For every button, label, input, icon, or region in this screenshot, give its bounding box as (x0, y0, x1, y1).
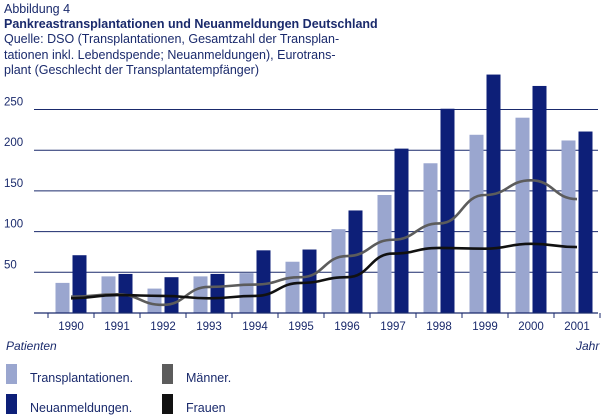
bar-neuanmeldungen (440, 108, 455, 313)
bar-neuanmeldungen (394, 148, 409, 313)
y-tick-label: 150 (4, 178, 23, 190)
x-tick-label: 1996 (334, 321, 360, 333)
x-tick-label: 2000 (518, 321, 544, 333)
legend-label-frauen: Frauen (186, 401, 226, 415)
x-tick-label: 1990 (58, 321, 84, 333)
figure-label: Abbildung 4 (4, 2, 71, 16)
y-tick-label: 250 (4, 97, 23, 109)
chart-header: Abbildung 4 Pankreastransplantationen un… (4, 2, 604, 79)
source-line-3: plant (Geschlecht der Transplantatempfän… (4, 63, 259, 77)
bar-transplantationen (55, 282, 70, 313)
bar-neuanmeldungen (210, 273, 225, 313)
legend-label-neuanmeldungen: Neuanmeldungen. (30, 401, 133, 415)
bar-transplantationen (515, 117, 530, 313)
legend-swatch-maenner (162, 364, 173, 384)
line-frauen (70, 242, 578, 300)
x-tick-label: 1994 (242, 321, 268, 333)
x-tick-label: 1992 (150, 321, 176, 333)
x-tick-label: 1997 (380, 321, 406, 333)
bar-transplantationen (561, 140, 576, 313)
bar-neuanmeldungen (118, 273, 133, 313)
bar-transplantationen (331, 229, 346, 313)
x-tick-label: 1993 (196, 321, 222, 333)
bar-transplantationen (423, 163, 438, 313)
bar-transplantationen (285, 261, 300, 313)
x-tick-label: 1998 (426, 321, 452, 333)
bar-neuanmeldungen (256, 250, 271, 313)
bar-transplantationen (239, 273, 254, 313)
chart-title: Pankreastransplantationen und Neuanmeldu… (4, 17, 378, 31)
bar-neuanmeldungen (532, 85, 547, 313)
x-tick-label: 1999 (472, 321, 498, 333)
y-tick-label: 50 (4, 259, 17, 271)
bar-transplantationen (469, 134, 484, 313)
bar-neuanmeldungen (348, 210, 363, 313)
legend: Transplantationen. Neuanmeldungen. Männe… (4, 358, 324, 418)
legend-swatch-transplantationen (6, 364, 17, 384)
y-tick-label: 100 (4, 219, 23, 231)
x-axis-label: Jahr (575, 339, 600, 353)
legend-label-maenner: Männer. (186, 371, 232, 385)
bar-neuanmeldungen (578, 131, 593, 313)
x-tick-label: 1995 (288, 321, 314, 333)
y-tick-label: 200 (4, 137, 23, 149)
line-maenner (70, 179, 578, 307)
bar-transplantationen (147, 288, 162, 313)
legend-label-transplantationen: Transplantationen. (30, 371, 134, 385)
bar-transplantationen (193, 276, 208, 313)
source-line-1: Quelle: DSO (Transplantationen, Gesamtza… (4, 32, 340, 46)
legend-swatch-neuanmeldungen (6, 394, 17, 414)
y-axis-label: Patienten (6, 339, 57, 353)
source-line-2: tationen inkl. Lebendspende; Neuanmeldun… (4, 47, 336, 62)
legend-swatch-frauen (162, 394, 173, 414)
bar-neuanmeldungen (72, 255, 87, 313)
x-tick-label: 1991 (104, 321, 130, 333)
x-tick-label: 2001 (564, 321, 590, 333)
